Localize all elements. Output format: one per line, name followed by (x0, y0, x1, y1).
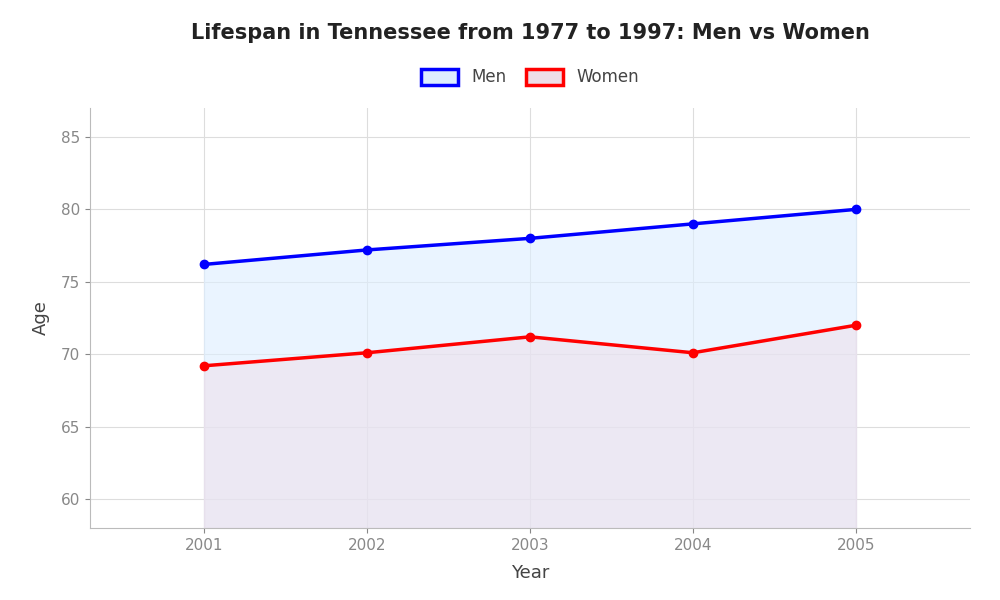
Legend: Men, Women: Men, Women (414, 62, 646, 93)
Y-axis label: Age: Age (32, 301, 50, 335)
Title: Lifespan in Tennessee from 1977 to 1997: Men vs Women: Lifespan in Tennessee from 1977 to 1997:… (191, 23, 869, 43)
X-axis label: Year: Year (511, 564, 549, 582)
